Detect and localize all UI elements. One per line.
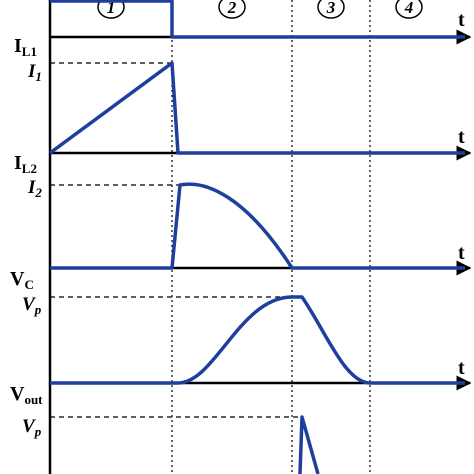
phase-circle bbox=[218, 0, 246, 19]
level-label: Vp bbox=[22, 416, 42, 439]
phase-circle bbox=[395, 0, 423, 19]
panel-label: Vout bbox=[10, 383, 43, 407]
level-main: I bbox=[27, 61, 36, 82]
label-sub: L2 bbox=[22, 161, 37, 176]
phase-circle bbox=[317, 0, 345, 19]
vc-waveform bbox=[50, 295, 465, 385]
panel-label: IL2 bbox=[14, 152, 37, 176]
level-sub: p bbox=[34, 302, 42, 317]
level-label: Vp bbox=[22, 294, 42, 317]
label-sub: L1 bbox=[22, 44, 37, 59]
phase-label: 4 bbox=[404, 0, 414, 17]
level-sub: p bbox=[34, 424, 42, 439]
axis-label: t bbox=[458, 242, 465, 264]
axis-label: t bbox=[458, 126, 465, 148]
panel-label: VC bbox=[10, 268, 34, 292]
label-main: V bbox=[10, 383, 25, 405]
level-sub: 1 bbox=[35, 69, 42, 84]
axis-label: t bbox=[458, 9, 465, 31]
phase-labels: 1 2 3 4 bbox=[97, 0, 423, 19]
label-main: I bbox=[14, 35, 22, 57]
level-sub: 2 bbox=[34, 185, 42, 200]
label-sub: C bbox=[24, 277, 33, 292]
phase-circle bbox=[97, 0, 125, 19]
label-main: V bbox=[10, 268, 25, 290]
gate-waveform bbox=[50, 0, 465, 39]
level-label: I1 bbox=[27, 61, 42, 84]
label-sub: out bbox=[24, 392, 43, 407]
label-main: I bbox=[14, 152, 22, 174]
axis-label: t bbox=[458, 357, 465, 379]
il1-waveform bbox=[48, 61, 465, 155]
il2-waveform bbox=[50, 182, 465, 270]
level-main: V bbox=[22, 294, 36, 315]
phase-label: 1 bbox=[107, 0, 116, 17]
level-main: I bbox=[27, 177, 36, 198]
panel-label: IL1 bbox=[14, 35, 37, 59]
level-label: I2 bbox=[27, 177, 42, 200]
phase-label: 3 bbox=[326, 0, 336, 17]
vout-waveform bbox=[298, 415, 320, 474]
level-main: V bbox=[22, 416, 36, 437]
phase-label: 2 bbox=[227, 0, 237, 17]
